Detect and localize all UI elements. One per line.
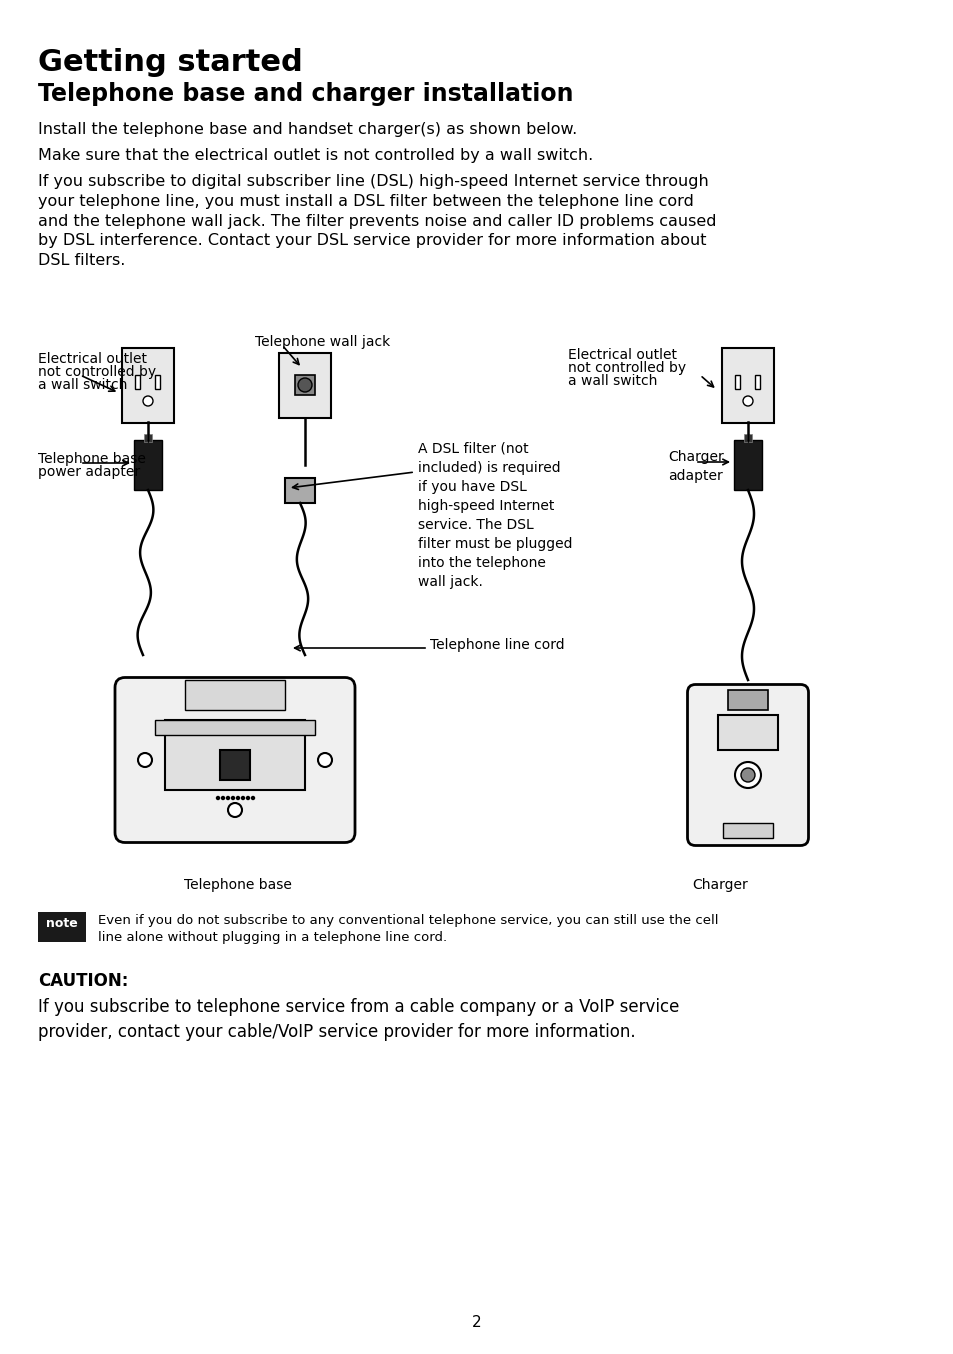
Text: 2: 2 xyxy=(472,1315,481,1330)
Circle shape xyxy=(138,753,152,766)
Circle shape xyxy=(742,395,752,406)
Text: a wall switch: a wall switch xyxy=(567,374,657,389)
Text: Telephone base: Telephone base xyxy=(184,877,292,892)
Bar xyxy=(278,352,331,417)
Bar xyxy=(748,435,751,441)
Bar xyxy=(122,348,173,422)
Text: Charger: Charger xyxy=(691,877,747,892)
Bar xyxy=(165,720,305,789)
Text: Telephone wall jack: Telephone wall jack xyxy=(254,334,390,349)
Text: note: note xyxy=(46,917,78,930)
Circle shape xyxy=(241,796,244,799)
Text: not controlled by: not controlled by xyxy=(567,362,685,375)
Bar xyxy=(755,375,760,389)
Bar xyxy=(220,750,250,780)
Circle shape xyxy=(236,796,239,799)
Bar xyxy=(743,435,746,441)
Bar xyxy=(718,715,778,750)
Text: Even if you do not subscribe to any conventional telephone service, you can stil: Even if you do not subscribe to any conv… xyxy=(98,914,718,944)
Text: Charger
adapter: Charger adapter xyxy=(667,450,723,483)
Text: Make sure that the electrical outlet is not controlled by a wall switch.: Make sure that the electrical outlet is … xyxy=(38,148,593,162)
Circle shape xyxy=(228,803,242,816)
Text: not controlled by: not controlled by xyxy=(38,366,156,379)
Text: Telephone line cord: Telephone line cord xyxy=(430,638,564,653)
Circle shape xyxy=(317,753,332,766)
Bar xyxy=(149,435,152,441)
Circle shape xyxy=(216,796,219,799)
Bar xyxy=(144,435,147,441)
Circle shape xyxy=(297,378,312,393)
Text: If you subscribe to digital subscriber line (DSL) high-speed Internet service th: If you subscribe to digital subscriber l… xyxy=(38,175,716,268)
Circle shape xyxy=(221,796,224,799)
Bar xyxy=(185,680,285,709)
FancyBboxPatch shape xyxy=(687,685,807,845)
Text: Getting started: Getting started xyxy=(38,47,302,77)
Bar xyxy=(721,348,773,422)
Bar xyxy=(135,375,140,389)
Circle shape xyxy=(232,796,234,799)
Circle shape xyxy=(143,395,152,406)
Circle shape xyxy=(246,796,250,799)
Bar xyxy=(133,440,162,490)
FancyBboxPatch shape xyxy=(115,677,355,842)
Text: power adapter: power adapter xyxy=(38,464,140,479)
Text: Electrical outlet: Electrical outlet xyxy=(567,348,677,362)
Bar xyxy=(154,720,314,735)
Text: Telephone base: Telephone base xyxy=(38,452,146,466)
Text: CAUTION:: CAUTION: xyxy=(38,972,129,990)
Bar xyxy=(294,375,314,395)
Bar xyxy=(722,822,772,838)
Bar xyxy=(733,440,761,490)
Bar xyxy=(735,375,740,389)
Text: If you subscribe to telephone service from a cable company or a VoIP service
pro: If you subscribe to telephone service fr… xyxy=(38,998,679,1041)
Circle shape xyxy=(252,796,254,799)
Bar xyxy=(38,913,86,942)
Circle shape xyxy=(226,796,230,799)
Text: Electrical outlet: Electrical outlet xyxy=(38,352,147,366)
Bar xyxy=(727,691,767,709)
Text: A DSL filter (not
included) is required
if you have DSL
high-speed Internet
serv: A DSL filter (not included) is required … xyxy=(417,441,572,589)
Text: Install the telephone base and handset charger(s) as shown below.: Install the telephone base and handset c… xyxy=(38,122,577,137)
Circle shape xyxy=(740,768,754,783)
Circle shape xyxy=(734,762,760,788)
Bar xyxy=(155,375,160,389)
Text: Telephone base and charger installation: Telephone base and charger installation xyxy=(38,83,573,106)
Text: a wall switch: a wall switch xyxy=(38,378,128,393)
Bar xyxy=(285,478,314,502)
